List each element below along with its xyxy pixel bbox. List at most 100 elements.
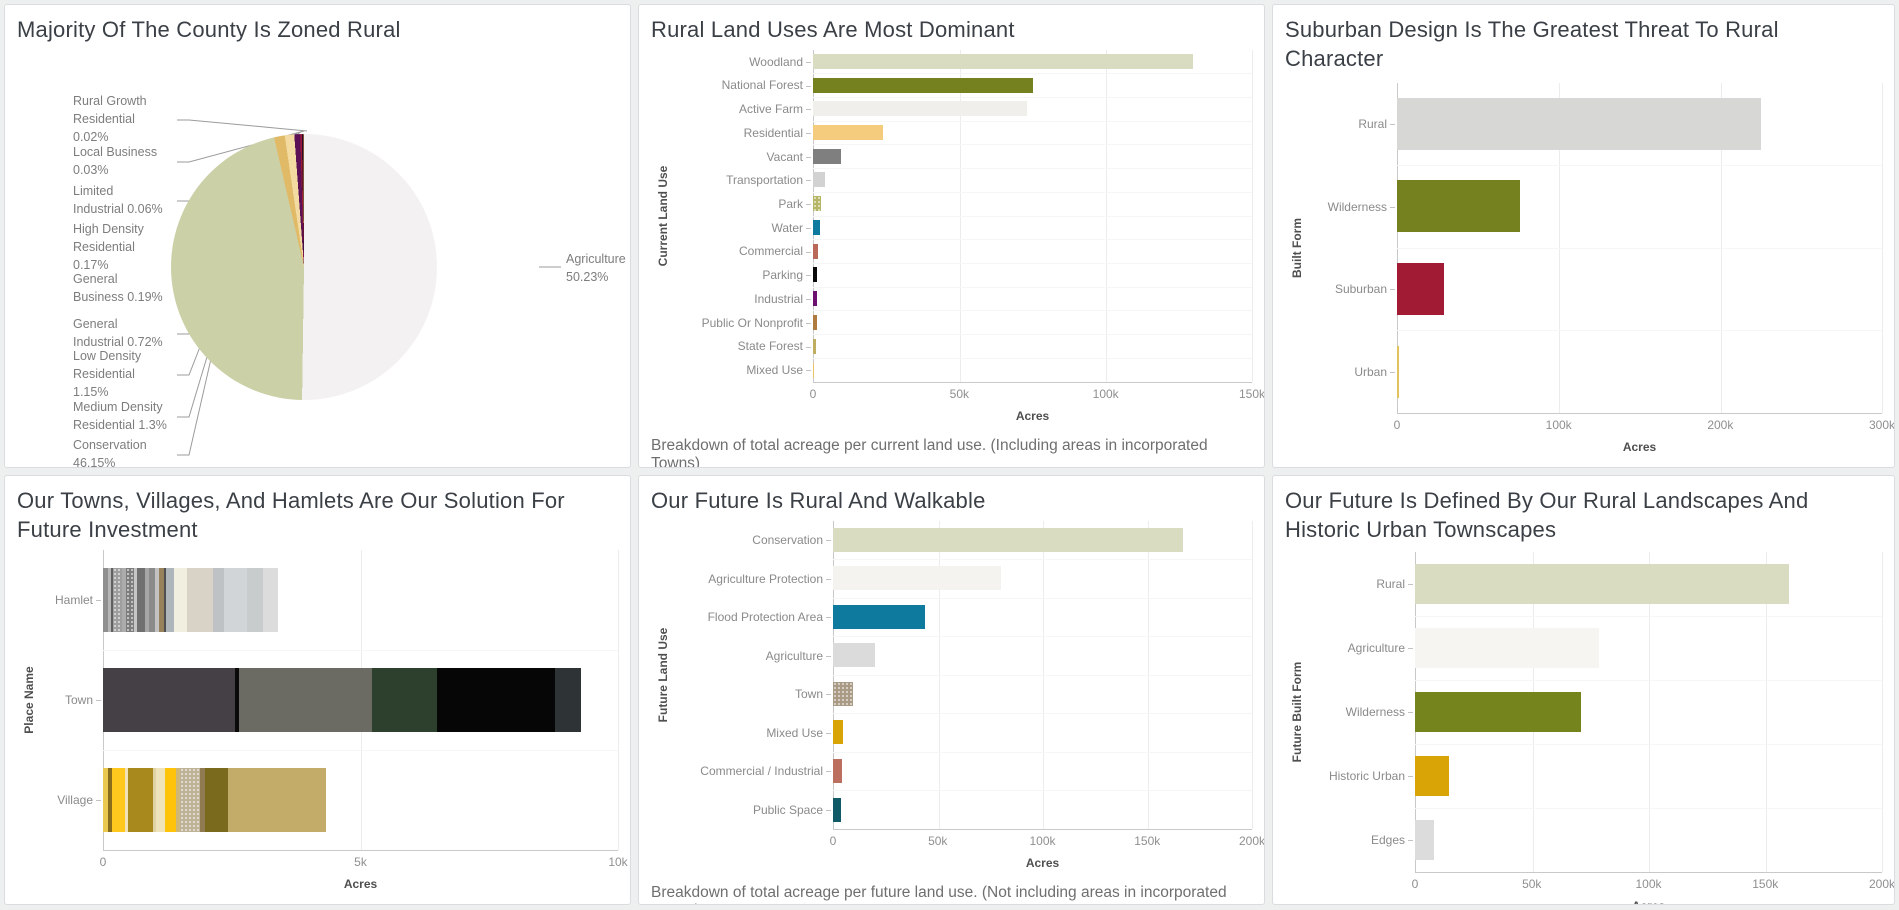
bar-track bbox=[833, 791, 1252, 830]
bar[interactable] bbox=[833, 682, 853, 706]
category-label: Transportation bbox=[675, 173, 813, 187]
bar-segment[interactable] bbox=[437, 668, 555, 732]
bar[interactable] bbox=[813, 54, 1193, 69]
category-tick bbox=[1408, 840, 1413, 841]
bar[interactable] bbox=[813, 363, 814, 378]
bar[interactable] bbox=[833, 566, 1001, 590]
bar-segment[interactable] bbox=[165, 768, 176, 832]
bar-segment[interactable] bbox=[113, 568, 122, 632]
bar-segment[interactable] bbox=[166, 568, 174, 632]
plot-area: ConservationAgriculture ProtectionFlood … bbox=[675, 521, 1252, 870]
bar[interactable] bbox=[813, 244, 818, 259]
bar[interactable] bbox=[1415, 628, 1599, 668]
bar-row: Industrial bbox=[675, 287, 1252, 311]
bar[interactable] bbox=[833, 605, 925, 629]
bar[interactable] bbox=[833, 528, 1183, 552]
category-tick bbox=[806, 347, 811, 348]
bar-segment[interactable] bbox=[372, 668, 437, 732]
bar-row: National Forest bbox=[675, 74, 1252, 98]
category-label: Flood Protection Area bbox=[675, 610, 833, 624]
stacked-bar[interactable] bbox=[103, 568, 618, 632]
category-label: Conservation bbox=[675, 533, 833, 547]
category-label: National Forest bbox=[675, 78, 813, 92]
bar[interactable] bbox=[813, 267, 817, 282]
panel-future-land-use: Our Future Is Rural And Walkable Future … bbox=[638, 475, 1265, 905]
bar[interactable] bbox=[813, 339, 816, 354]
chart-caption: Breakdown of total acreage per future la… bbox=[651, 884, 1252, 905]
bar[interactable] bbox=[813, 172, 825, 187]
chart-caption: Breakdown of total acreage per current l… bbox=[651, 437, 1252, 468]
x-axis-spacer bbox=[41, 850, 103, 873]
bar-segment[interactable] bbox=[156, 768, 165, 832]
bar-segment[interactable] bbox=[126, 568, 134, 632]
bar[interactable] bbox=[813, 220, 820, 235]
bar[interactable] bbox=[1397, 346, 1399, 398]
bar-segment[interactable] bbox=[205, 768, 228, 832]
category-label: State Forest bbox=[675, 339, 813, 353]
bar-rows: ConservationAgriculture ProtectionFlood … bbox=[675, 521, 1252, 829]
category-tick bbox=[806, 323, 811, 324]
bar[interactable] bbox=[813, 315, 817, 330]
bar-track bbox=[833, 598, 1252, 638]
bar-segment[interactable] bbox=[137, 568, 144, 632]
category-tick bbox=[826, 733, 831, 734]
category-label: Wilderness bbox=[1309, 200, 1397, 214]
bar-segment[interactable] bbox=[213, 568, 224, 632]
stacked-bar[interactable] bbox=[103, 768, 618, 832]
x-tick-label: 100k bbox=[1546, 418, 1572, 432]
x-axis-spacer bbox=[675, 382, 813, 405]
category-tick bbox=[826, 810, 831, 811]
bar[interactable] bbox=[1397, 180, 1520, 232]
chart-body: Place NameHamletTownVillage05k10kAcres bbox=[17, 550, 618, 891]
bar-segment[interactable] bbox=[263, 568, 278, 632]
x-axis: 050k100k150k200k bbox=[833, 829, 1252, 852]
bar[interactable] bbox=[813, 125, 883, 140]
bar-segment[interactable] bbox=[247, 568, 262, 632]
bar[interactable] bbox=[1397, 98, 1761, 150]
bar[interactable] bbox=[813, 149, 841, 164]
stacked-bar[interactable] bbox=[103, 668, 618, 732]
pie-slice-label: High DensityResidential0.17% bbox=[73, 221, 175, 274]
bar[interactable] bbox=[833, 643, 875, 667]
category-tick bbox=[826, 579, 831, 580]
bar[interactable] bbox=[833, 759, 842, 783]
bar-segment[interactable] bbox=[228, 768, 326, 832]
category-label: Hamlet bbox=[41, 593, 103, 607]
bar-segment[interactable] bbox=[239, 668, 371, 732]
pie-slice-label-line: Rural Growth bbox=[73, 93, 175, 111]
bar-segment[interactable] bbox=[128, 768, 154, 832]
bar[interactable] bbox=[1415, 564, 1789, 604]
chart-body: Future Built FormRuralAgricultureWildern… bbox=[1285, 552, 1882, 905]
bar[interactable] bbox=[833, 798, 841, 822]
bar-segment[interactable] bbox=[224, 568, 247, 632]
bar[interactable] bbox=[813, 101, 1027, 116]
bar[interactable] bbox=[813, 78, 1033, 93]
bar[interactable] bbox=[1415, 820, 1434, 860]
category-label: Active Farm bbox=[675, 102, 813, 116]
bar[interactable] bbox=[833, 720, 843, 744]
bar-row: Hamlet bbox=[41, 550, 618, 650]
bar-segment[interactable] bbox=[103, 668, 235, 732]
bar-track bbox=[833, 713, 1252, 753]
plot-area: HamletTownVillage05k10kAcres bbox=[41, 550, 618, 891]
bar-segment[interactable] bbox=[555, 668, 581, 732]
category-tick bbox=[1408, 712, 1413, 713]
bar-segment[interactable] bbox=[112, 768, 125, 832]
pie-slice-label-line: Residential 1.3% bbox=[73, 417, 175, 435]
bar-row: Parking bbox=[675, 264, 1252, 288]
bar-segment[interactable] bbox=[174, 568, 187, 632]
bar[interactable] bbox=[813, 196, 821, 211]
bar[interactable] bbox=[1397, 263, 1444, 315]
bar[interactable] bbox=[1415, 692, 1581, 732]
bar-track bbox=[1415, 744, 1882, 809]
pie[interactable] bbox=[171, 134, 437, 400]
category-tick bbox=[806, 228, 811, 229]
gridline bbox=[1252, 50, 1253, 382]
bar-track bbox=[1397, 83, 1882, 167]
bar-segment[interactable] bbox=[180, 768, 200, 832]
bar-segment[interactable] bbox=[187, 568, 213, 632]
x-tick-label: 0 bbox=[100, 855, 107, 869]
bar[interactable] bbox=[1415, 756, 1449, 796]
bar[interactable] bbox=[813, 291, 817, 306]
pie-slice-label: LimitedIndustrial 0.06% bbox=[73, 183, 175, 219]
